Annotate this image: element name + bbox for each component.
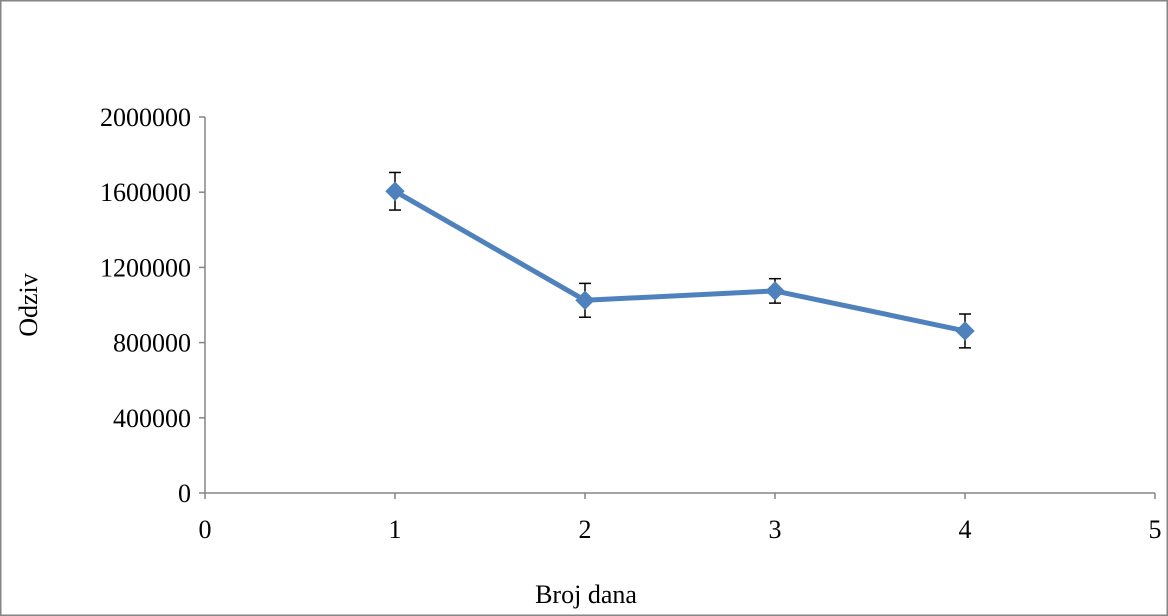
y-tick-label: 800000 xyxy=(113,329,191,358)
series-group xyxy=(385,171,975,349)
x-tick-label: 2 xyxy=(579,515,592,544)
x-tick-label: 0 xyxy=(199,515,212,544)
data-point-marker xyxy=(955,321,975,341)
x-tick-label: 1 xyxy=(389,515,402,544)
data-point-marker xyxy=(765,281,785,301)
y-tick-label: 1600000 xyxy=(100,178,191,207)
x-tick-labels: 0 1 2 3 4 5 xyxy=(199,515,1162,544)
y-tick-label: 1200000 xyxy=(100,253,191,282)
x-tick-label: 3 xyxy=(769,515,782,544)
x-axis-label: Broj dana xyxy=(535,580,637,609)
y-axis-label: Odziv xyxy=(14,273,43,337)
y-tick-labels: 0 400000 800000 1200000 1600000 2000000 xyxy=(100,103,191,508)
x-axis xyxy=(204,492,1156,499)
data-point-marker xyxy=(385,181,405,201)
y-axis xyxy=(199,116,206,494)
y-tick-label: 400000 xyxy=(113,404,191,433)
y-tick-label: 2000000 xyxy=(100,103,191,132)
series-line xyxy=(392,188,968,334)
data-point-marker xyxy=(575,290,595,311)
x-tick-label: 4 xyxy=(959,515,972,544)
y-tick-label: 0 xyxy=(178,479,191,508)
x-tick-label: 5 xyxy=(1149,515,1162,544)
